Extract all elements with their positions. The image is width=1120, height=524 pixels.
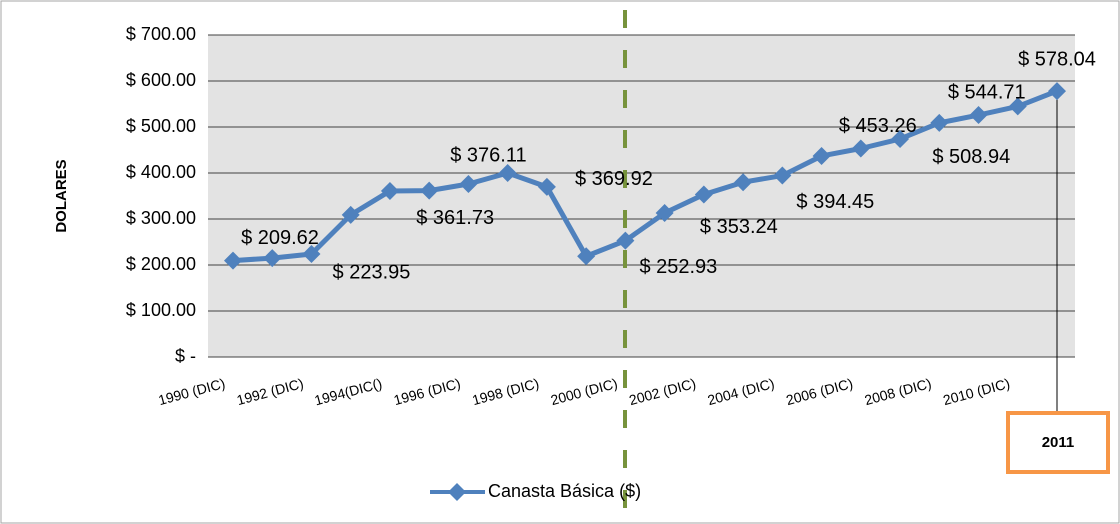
data-label: $ 376.11 [450,144,526,166]
point [498,164,517,182]
y-tick-label: $ 300.00 [126,208,196,228]
point [263,249,282,268]
point [577,247,596,266]
point [380,181,399,200]
point [537,177,556,196]
data-label: $ 508.94 [932,146,1010,168]
data-label: $ 394.45 [796,191,874,213]
y-tick-label: $ 600.00 [126,70,196,90]
y-tick-label: $ - [175,346,196,366]
point [694,185,713,204]
data-label: $ 578.04 [1018,48,1096,70]
point [420,181,439,200]
point [812,146,831,165]
plot-area [208,35,1075,357]
point [459,174,478,193]
data-label: $ 361.73 [416,207,494,229]
data-label: $ 209.62 [241,227,319,249]
data-label: $ 453.26 [839,115,917,137]
data-label: $ 544.71 [948,82,1026,104]
legend-label: Canasta Básica ($) [488,481,641,501]
y-tick-label: $ 700.00 [126,24,196,44]
y-tick-label: $ 200.00 [126,254,196,274]
data-label: $ 223.95 [333,261,411,283]
point [773,166,792,185]
data-label: $ 369.92 [575,168,653,190]
y-tick-label: $ 500.00 [126,116,196,136]
point [341,205,360,224]
point [969,106,988,125]
point [851,139,870,158]
point [616,231,635,250]
data-label: $ 252.93 [639,256,717,278]
data-label: $ 353.24 [700,216,778,238]
point [930,113,949,132]
point [224,251,242,270]
y-tick-label: $ 400.00 [126,162,196,182]
annotation: 2011 [1042,434,1075,451]
point [1008,97,1027,116]
y-axis-label: DOLARES [53,159,70,232]
point [734,173,753,192]
series-line [232,88,1058,264]
point [302,244,321,263]
y-tick-label: $ 100.00 [126,300,196,320]
legend-marker [448,483,466,501]
point [891,129,910,148]
point [1048,82,1066,101]
annotation-box [1006,411,1110,474]
point [655,204,674,223]
